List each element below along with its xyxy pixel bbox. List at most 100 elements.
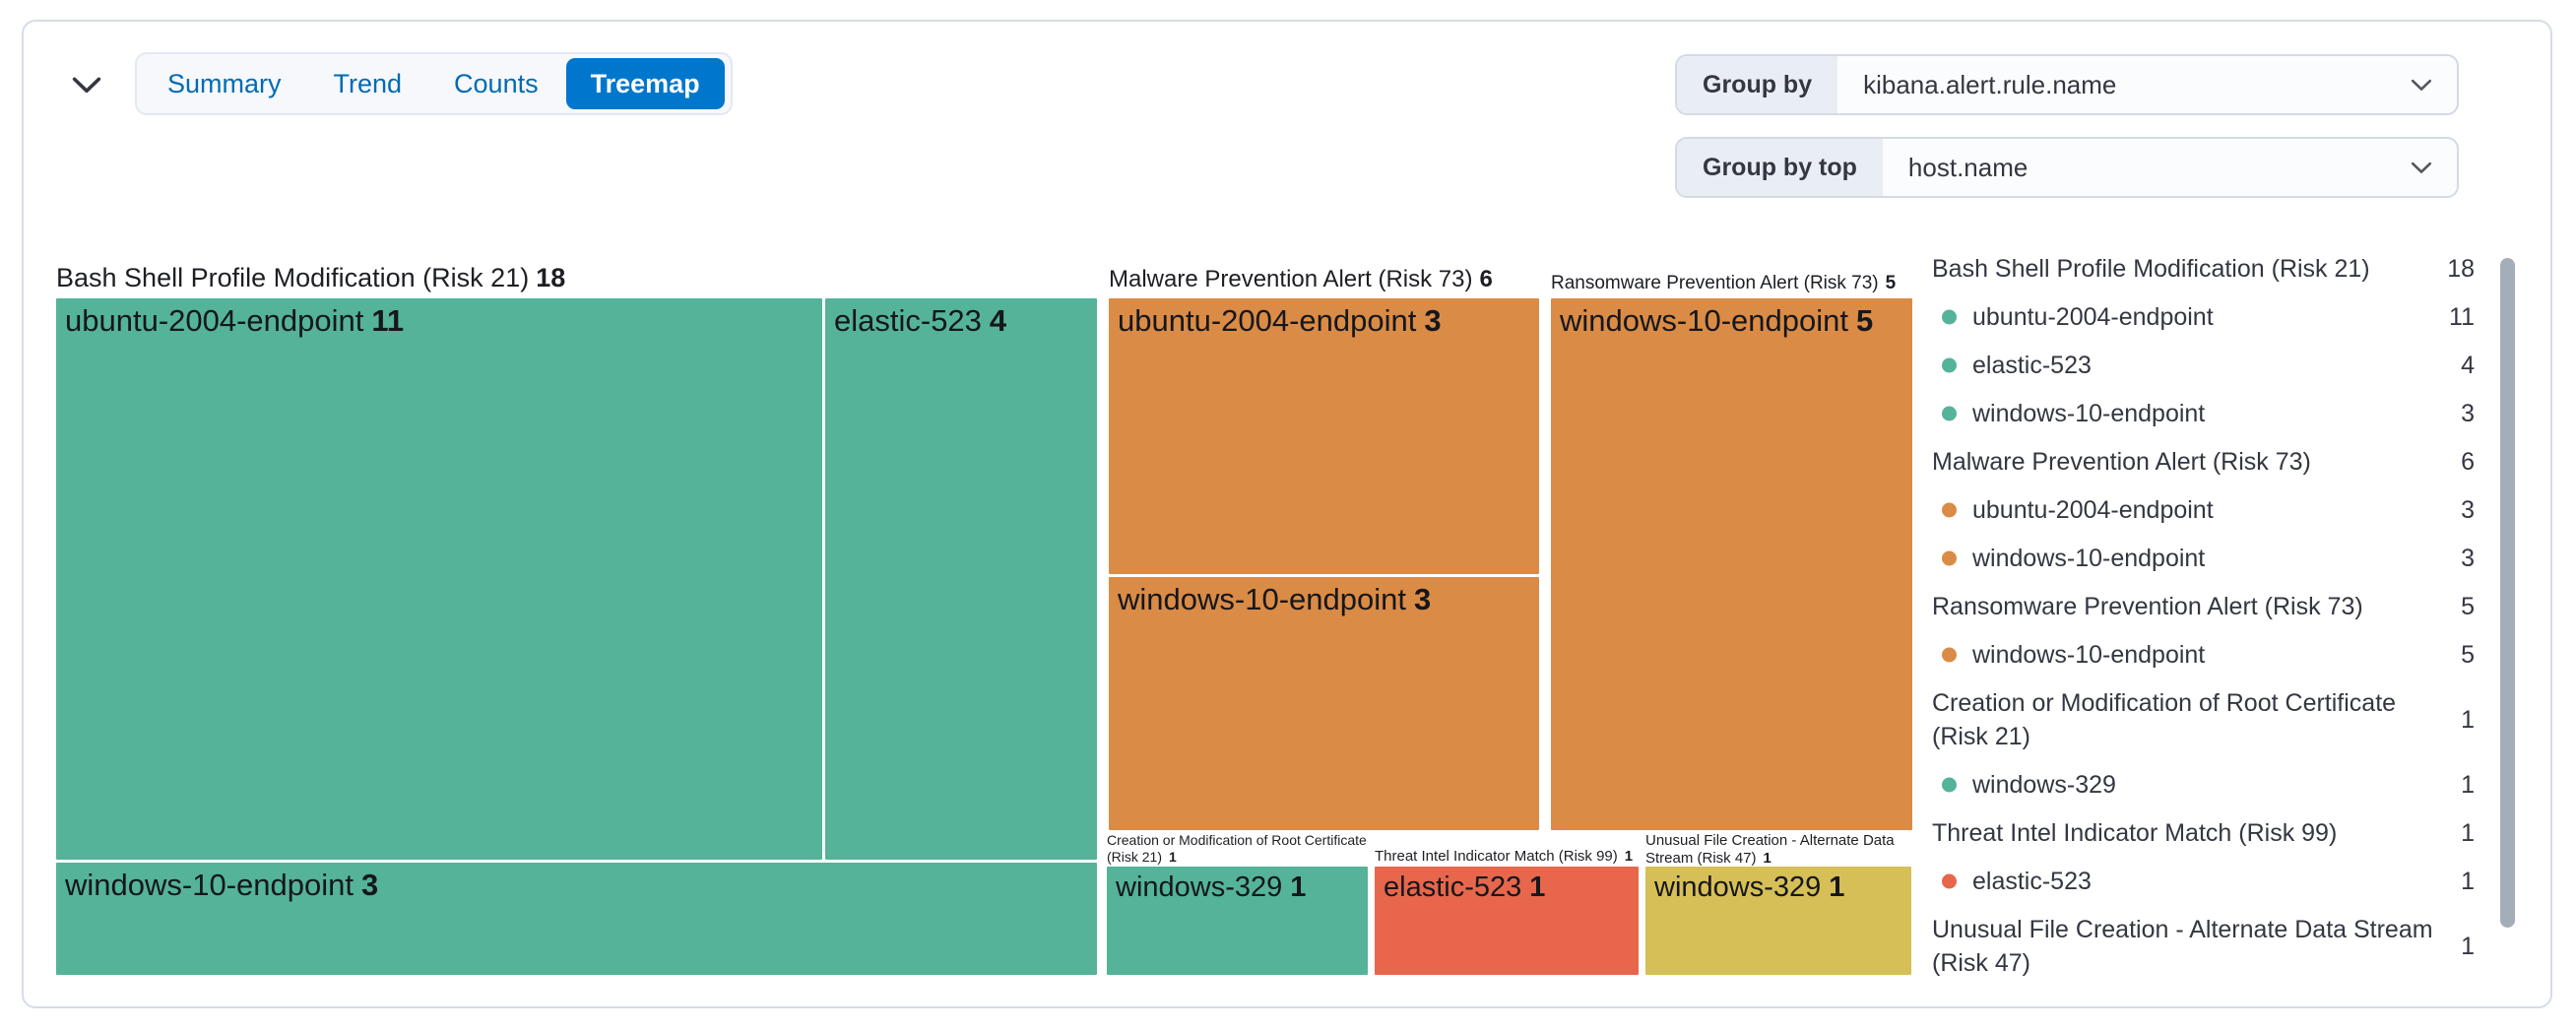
legend-count: 1 [2461,819,2475,847]
group-by-top-prepend-label: Group by top [1677,139,1883,196]
tile-count: 5 [1855,303,1874,338]
legend-dot-icon [1942,309,1957,325]
legend-count: 18 [2447,255,2475,283]
legend-row[interactable]: ubuntu-2004-endpoint 11 [1932,300,2475,334]
legend-row[interactable]: Unusual File Creation - Alternate Data S… [1932,913,2475,980]
legend-label: windows-10-endpoint [1972,641,2206,669]
legend-count: 1 [2461,933,2475,960]
treemap-group-label: Threat Intel Indicator Match (Risk 99) 1 [1375,848,1660,866]
legend-row[interactable]: Creation or Modification of Root Certifi… [1932,686,2475,753]
tile-count: 3 [360,868,379,902]
view-tab[interactable]: Summary [143,58,306,109]
tile-label: windows-329 [1116,871,1283,903]
legend-label: Bash Shell Profile Modification (Risk 21… [1932,255,2370,283]
tile-label: windows-329 [1654,871,1822,903]
tile-label: elastic-523 [1384,871,1522,903]
view-tab[interactable]: Treemap [565,58,725,109]
legend-label: elastic-523 [1972,868,2092,895]
legend-label: ubuntu-2004-endpoint [1972,496,2214,524]
legend-row[interactable]: elastic-523 1 [1932,865,2475,898]
tile-count: 1 [1829,871,1845,903]
group-label-count: 6 [1479,266,1493,292]
treemap-tile[interactable]: ubuntu-2004-endpoint 3 [1109,298,1539,574]
group-by-top-select[interactable]: Group by top host.name [1675,137,2459,198]
treemap-group-label: Ransomware Prevention Alert (Risk 73) 5 [1551,272,1925,294]
treemap-tile[interactable]: windows-329 1 [1107,867,1368,975]
legend-row[interactable]: Threat Intel Indicator Match (Risk 99) 1 [1932,816,2475,850]
legend-row[interactable]: Malware Prevention Alert (Risk 73) 6 [1932,445,2475,479]
tile-count: 3 [1413,582,1432,616]
legend-count: 5 [2461,593,2475,620]
group-label-text: Ransomware Prevention Alert (Risk 73) [1551,273,1879,293]
legend-dot-icon [1942,550,1957,566]
legend-label: windows-10-endpoint [1972,400,2206,427]
tile-count: 3 [1424,303,1442,338]
treemap-legend: Bash Shell Profile Modification (Risk 21… [1932,252,2475,980]
chevron-down-icon [72,77,101,94]
view-tab[interactable]: Trend [309,58,427,109]
legend-row[interactable]: windows-10-endpoint 5 [1932,638,2475,672]
legend-dot-icon [1942,502,1957,518]
group-label-count: 1 [1169,849,1177,866]
group-label-text: Creation or Modification of Root Certifi… [1107,832,1367,866]
legend-row[interactable]: ubuntu-2004-endpoint 3 [1932,493,2475,527]
treemap-tile[interactable]: windows-10-endpoint 5 [1551,298,1912,830]
legend-label: Ransomware Prevention Alert (Risk 73) [1932,593,2363,620]
treemap-tile[interactable]: elastic-523 1 [1375,867,1639,975]
legend-count: 4 [2461,352,2475,379]
treemap-group-label: Creation or Modification of Root Certifi… [1107,832,1394,866]
group-label-text: Bash Shell Profile Modification (Risk 21… [56,263,530,292]
legend-count: 1 [2461,868,2475,895]
treemap-tile[interactable]: elastic-523 4 [825,298,1097,860]
group-by-prepend-label: Group by [1677,56,1838,113]
tile-label: elastic-523 [834,303,982,338]
legend-count: 3 [2461,400,2475,427]
legend-label: windows-329 [1972,771,2116,799]
legend-label: windows-10-endpoint [1972,545,2206,572]
legend-dot-icon [1942,777,1957,793]
chevron-down-icon [2411,161,2432,173]
legend-label: ubuntu-2004-endpoint [1972,303,2214,331]
chevron-down-icon [2411,79,2432,91]
tile-label: windows-10-endpoint [65,868,354,902]
legend-dot-icon [1942,357,1957,373]
view-tab-group: Summary Trend Counts Treemap [135,52,733,115]
treemap-tile[interactable]: windows-10-endpoint 3 [1109,577,1539,830]
group-label-text: Malware Prevention Alert (Risk 73) [1109,266,1473,292]
treemap-tile[interactable]: windows-10-endpoint 3 [56,863,1097,975]
legend-row[interactable]: windows-329 1 [1932,768,2475,802]
tile-label: ubuntu-2004-endpoint [1118,303,1417,338]
treemap-group-label: Malware Prevention Alert (Risk 73) 6 [1109,265,1552,293]
legend-count: 1 [2461,771,2475,799]
legend-label: Threat Intel Indicator Match (Risk 99) [1932,819,2338,847]
group-label-count: 5 [1885,273,1897,293]
legend-label: Unusual File Creation - Alternate Data S… [1932,916,2433,977]
legend-count: 1 [2461,706,2475,734]
legend-row[interactable]: Ransomware Prevention Alert (Risk 73) 5 [1932,590,2475,623]
legend-label: elastic-523 [1972,352,2092,379]
treemap-tile[interactable]: ubuntu-2004-endpoint 11 [56,298,822,860]
legend-label: Creation or Modification of Root Certifi… [1932,689,2397,750]
treemap-group-label: Bash Shell Profile Modification (Risk 21… [56,262,1100,294]
legend-count: 11 [2449,303,2475,331]
legend-row[interactable]: windows-10-endpoint 3 [1932,542,2475,575]
group-label-count: 1 [1624,848,1634,865]
group-label-count: 18 [536,263,566,292]
tile-label: windows-10-endpoint [1560,303,1848,338]
group-by-top-value: host.name [1907,152,2029,182]
treemap-group-label: Unusual File Creation - Alternate Data S… [1645,832,1903,869]
view-tab[interactable]: Counts [429,58,563,109]
legend-row[interactable]: Bash Shell Profile Modification (Risk 21… [1932,252,2475,286]
collapse-panel-button[interactable] [63,61,110,108]
group-by-select[interactable]: Group by kibana.alert.rule.name [1675,54,2459,115]
tile-label: ubuntu-2004-endpoint [65,303,364,338]
tile-count: 4 [989,303,1007,338]
legend-row[interactable]: elastic-523 4 [1932,349,2475,382]
treemap-tile[interactable]: windows-329 1 [1645,867,1911,975]
legend-count: 3 [2461,496,2475,524]
group-label-count: 1 [1763,850,1771,868]
legend-scrollbar-thumb[interactable] [2500,258,2515,928]
group-label-text: Unusual File Creation - Alternate Data S… [1645,832,1895,868]
legend-row[interactable]: windows-10-endpoint 3 [1932,397,2475,430]
